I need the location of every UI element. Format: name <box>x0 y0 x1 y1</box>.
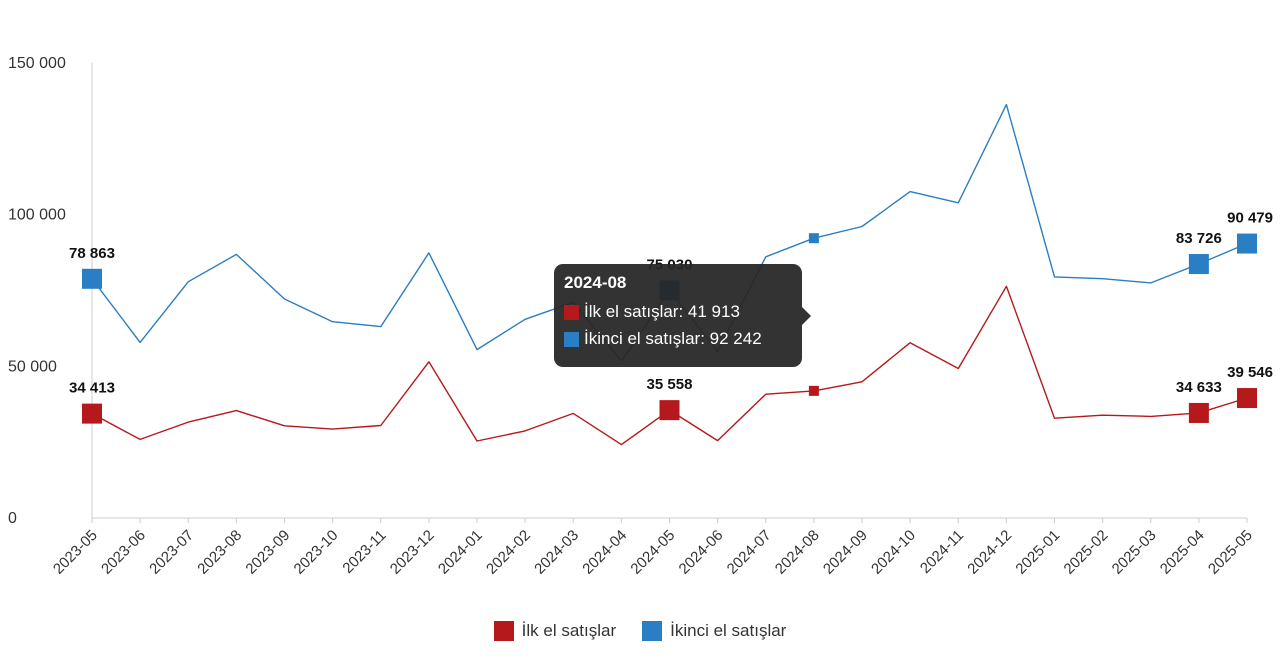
x-tick-label: 2025-05 <box>1205 527 1256 578</box>
data-point-marker <box>659 400 680 421</box>
data-label: 34 633 <box>1176 379 1222 396</box>
data-point-marker <box>1237 233 1257 254</box>
legend-swatch-ilk-el <box>493 621 514 641</box>
x-tick-label: 2024-02 <box>483 527 534 578</box>
data-label: 90 479 <box>1227 210 1273 227</box>
tooltip-row-ikinci-el: İkinci el satışlar: 92 242 <box>564 329 792 349</box>
data-point-marker <box>1188 402 1209 423</box>
x-tick-label: 2024-10 <box>868 527 919 578</box>
tooltip-swatch-ikinci-el <box>564 331 579 347</box>
x-tick-label: 2024-04 <box>579 527 630 578</box>
tooltip-row-label: İlk el satışlar: 41 913 <box>584 302 740 321</box>
chart-legend: İlk el satışlar İkinci el satışlar <box>0 618 1280 644</box>
x-tick-label: 2024-03 <box>531 527 582 578</box>
x-tick-label: 2024-08 <box>772 527 823 578</box>
tooltip-row-label: İkinci el satışlar: 92 242 <box>584 329 762 348</box>
data-point-marker <box>1188 254 1209 275</box>
x-tick-label: 2023-09 <box>242 527 293 578</box>
x-tick-label: 2023-06 <box>98 527 149 578</box>
y-tick-label: 0 <box>8 510 17 527</box>
data-label: 39 546 <box>1227 364 1273 381</box>
hover-point-marker <box>808 385 819 396</box>
data-point-marker <box>1237 388 1257 409</box>
data-label: 34 413 <box>69 380 115 397</box>
x-tick-label: 2024-12 <box>964 527 1015 578</box>
x-tick-label: 2025-03 <box>1109 527 1160 578</box>
x-tick-label: 2024-01 <box>435 527 486 578</box>
x-tick-label: 2024-06 <box>675 527 726 578</box>
tooltip-title: 2024-08 <box>564 273 627 292</box>
tooltip-swatch-ilk-el <box>564 304 579 320</box>
x-tick-label: 2024-05 <box>627 527 678 578</box>
y-tick-label: 150 000 <box>8 55 66 72</box>
hover-point-marker <box>808 233 819 244</box>
x-tick-label: 2023-10 <box>290 527 341 578</box>
x-tick-label: 2023-07 <box>146 527 197 578</box>
x-tick-label: 2023-12 <box>387 527 438 578</box>
x-tick-label: 2025-02 <box>1060 527 1111 578</box>
x-tick-label: 2023-05 <box>50 527 101 578</box>
y-tick-label: 50 000 <box>8 358 57 375</box>
x-tick-label: 2024-07 <box>724 527 775 578</box>
data-point-marker <box>82 403 102 424</box>
legend-swatch-ikinci-el <box>642 621 663 641</box>
x-tick-label: 2024-11 <box>917 527 967 577</box>
data-label: 35 558 <box>647 376 693 393</box>
data-point-marker <box>82 268 102 289</box>
legend-label: İkinci el satışlar <box>670 621 787 640</box>
data-label: 83 726 <box>1176 230 1222 247</box>
tooltip-row-ilk-el: İlk el satışlar: 41 913 <box>564 302 792 322</box>
x-tick-label: 2024-09 <box>820 527 871 578</box>
x-tick-label: 2023-08 <box>194 527 245 578</box>
chart-tooltip: 2024-08 İlk el satışlar: 41 913 İkinci e… <box>554 264 811 367</box>
x-tick-label: 2023-11 <box>339 527 389 577</box>
legend-label: İlk el satışlar <box>521 621 617 640</box>
legend-item-ilk-el[interactable]: İlk el satışlar <box>493 621 617 641</box>
data-label: 78 863 <box>69 245 115 262</box>
x-tick-label: 2025-04 <box>1157 527 1208 578</box>
legend-item-ikinci-el[interactable]: İkinci el satışlar <box>642 621 786 641</box>
y-tick-label: 100 000 <box>8 207 66 224</box>
x-tick-label: 2025-01 <box>1012 527 1063 578</box>
